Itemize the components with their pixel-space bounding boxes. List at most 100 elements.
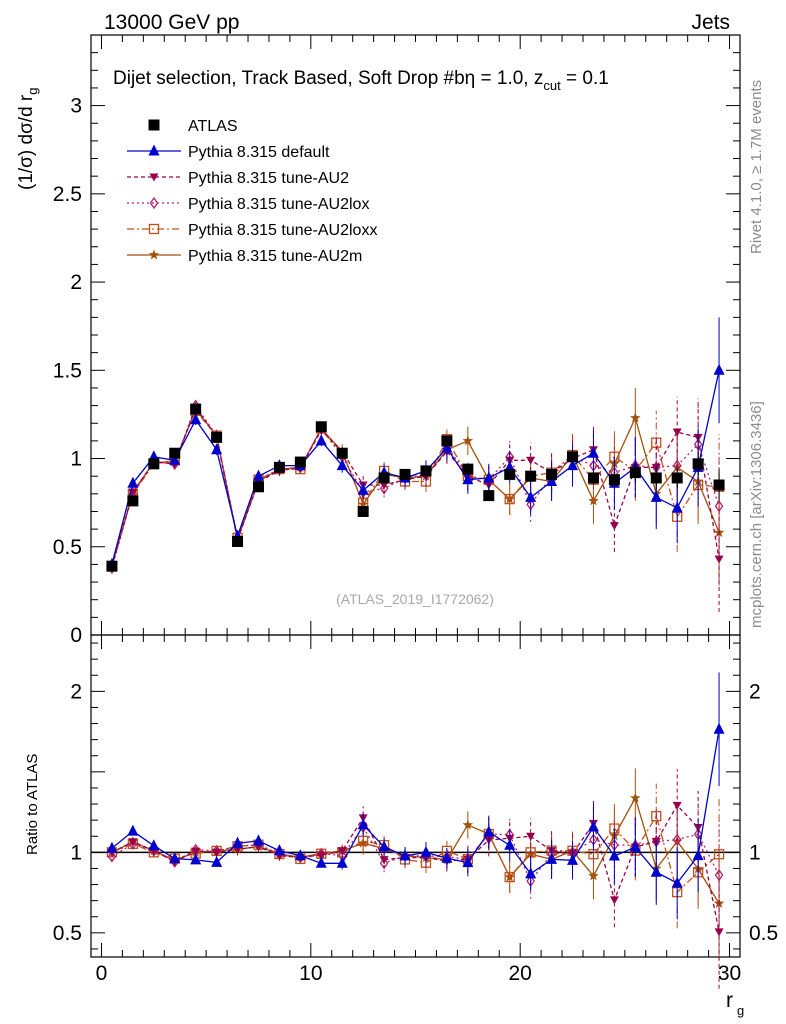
main-ylabel-text: (1/σ) dσ/d r xyxy=(16,94,37,190)
point-default xyxy=(483,471,495,483)
ratio-line-default xyxy=(111,729,720,884)
point-au2 xyxy=(714,555,724,564)
point-atlas xyxy=(420,465,432,477)
series-atlas xyxy=(106,403,725,572)
main-series xyxy=(106,317,725,613)
ratio-point-default xyxy=(106,841,118,853)
point-atlas xyxy=(315,421,327,433)
xtick-label: 20 xyxy=(508,962,531,985)
mcplots-label: mcplots.cern.ch [arXiv:1306.3436] xyxy=(748,401,765,628)
legend-marker xyxy=(149,173,159,182)
legend-item-atlas: ATLAS xyxy=(148,118,238,135)
point-atlas xyxy=(567,451,579,463)
point-default xyxy=(525,490,537,502)
ratio-series-default xyxy=(106,672,725,920)
series-au2loxx xyxy=(106,405,725,572)
ratio-point-default xyxy=(650,865,662,877)
point-default xyxy=(650,490,662,502)
title-selection: Dijet selection, Track Based, Soft Drop … xyxy=(113,68,465,89)
ratio-point-au2lox xyxy=(128,837,138,851)
ratio-point-au2lox xyxy=(672,833,682,846)
xtick-label: 30 xyxy=(718,962,741,985)
legend-item-default: Pythia 8.315 default xyxy=(127,144,330,161)
legend: ATLAS Pythia 8.315 default Pythia 8.315 tu… xyxy=(127,118,377,265)
ratio-frame xyxy=(90,634,741,958)
ratio-point-default xyxy=(148,839,160,851)
point-atlas xyxy=(587,472,599,484)
line-au2lox xyxy=(111,404,720,569)
ratio-point-default xyxy=(399,849,411,861)
point-atlas xyxy=(294,456,306,468)
legend-label: Pythia 8.315 tune-AU2 xyxy=(188,170,349,187)
header-left: 13000 GeV pp xyxy=(104,11,239,34)
point-au2loxx xyxy=(504,493,515,505)
point-default xyxy=(441,441,453,453)
ratio-point-au2 xyxy=(526,832,536,841)
legend-label: Pythia 8.315 tune-AU2lox xyxy=(188,196,369,213)
legend-marker xyxy=(148,223,160,235)
point-default xyxy=(671,501,683,513)
xlabel-text: r xyxy=(726,989,733,1012)
point-default xyxy=(315,434,327,446)
point-atlas xyxy=(378,472,390,484)
ratio-ytick-label: 2 xyxy=(70,680,82,703)
series-au2 xyxy=(107,396,724,613)
point-atlas xyxy=(252,481,264,493)
ratio-point-au2 xyxy=(191,847,201,856)
point-au2 xyxy=(526,456,536,465)
point-atlas xyxy=(127,495,139,507)
ratio-point-default xyxy=(692,849,704,861)
ratio-ytick-label: 0.5 xyxy=(53,922,82,945)
ratio-point-default xyxy=(378,840,390,852)
ratio-point-default xyxy=(315,856,327,868)
ratio-series-au2lox xyxy=(107,797,724,932)
point-atlas xyxy=(713,479,725,491)
point-au2 xyxy=(379,481,389,490)
main-ytick-label: 0 xyxy=(70,624,82,647)
point-atlas xyxy=(441,435,453,447)
ratio-point-au2loxx xyxy=(358,835,369,846)
ratio-point-default xyxy=(273,844,285,856)
point-atlas xyxy=(273,461,285,473)
ratio-point-au2 xyxy=(672,801,682,810)
ratio-line-au2 xyxy=(111,804,720,933)
series-au2m xyxy=(106,387,725,586)
ratio-point-default xyxy=(420,845,432,857)
point-atlas xyxy=(211,431,223,443)
ratio-ytick-label-right: 2 xyxy=(749,680,761,703)
ratio-point-default xyxy=(713,722,725,734)
line-default xyxy=(111,370,720,565)
series-default xyxy=(106,317,725,569)
ratio-axes: 0 10 20 30 0.5 0.5 1 1 2 2 xyxy=(53,635,778,985)
ratio-point-default xyxy=(336,856,348,868)
main-ytick-label: 0.5 xyxy=(53,536,82,559)
point-default xyxy=(169,453,181,465)
point-atlas xyxy=(336,447,348,459)
main-ytick-label: 3 xyxy=(70,95,82,118)
ratio-point-default xyxy=(546,852,558,864)
point-default xyxy=(587,446,599,458)
ratio-ytick-label-right: 1 xyxy=(749,841,761,864)
legend-label: Pythia 8.315 tune-AU2m xyxy=(188,248,362,265)
point-atlas xyxy=(357,505,369,517)
point-default xyxy=(462,473,474,485)
ratio-point-default xyxy=(169,852,181,864)
point-au2 xyxy=(609,522,619,531)
ratio-point-default xyxy=(608,849,620,861)
ratio-point-default xyxy=(232,836,244,848)
legend-marker xyxy=(148,119,160,131)
line-au2m xyxy=(111,407,720,567)
ratio-point-au2 xyxy=(714,928,724,937)
ratio-point-au2 xyxy=(316,851,326,860)
point-atlas xyxy=(399,468,411,480)
ratio-point-au2lox xyxy=(107,850,117,863)
xtick-label: 10 xyxy=(299,962,322,985)
ratio-point-default xyxy=(462,856,474,868)
ratio-point-au2loxx xyxy=(713,849,725,860)
point-atlas xyxy=(148,458,160,470)
point-atlas xyxy=(483,490,495,502)
svg-text:(1/σ) dσ/d rg: (1/σ) dσ/d rg xyxy=(16,88,40,191)
ratio-point-default xyxy=(294,849,306,861)
main-ylabel-sub: g xyxy=(25,88,40,95)
point-atlas xyxy=(106,560,118,572)
